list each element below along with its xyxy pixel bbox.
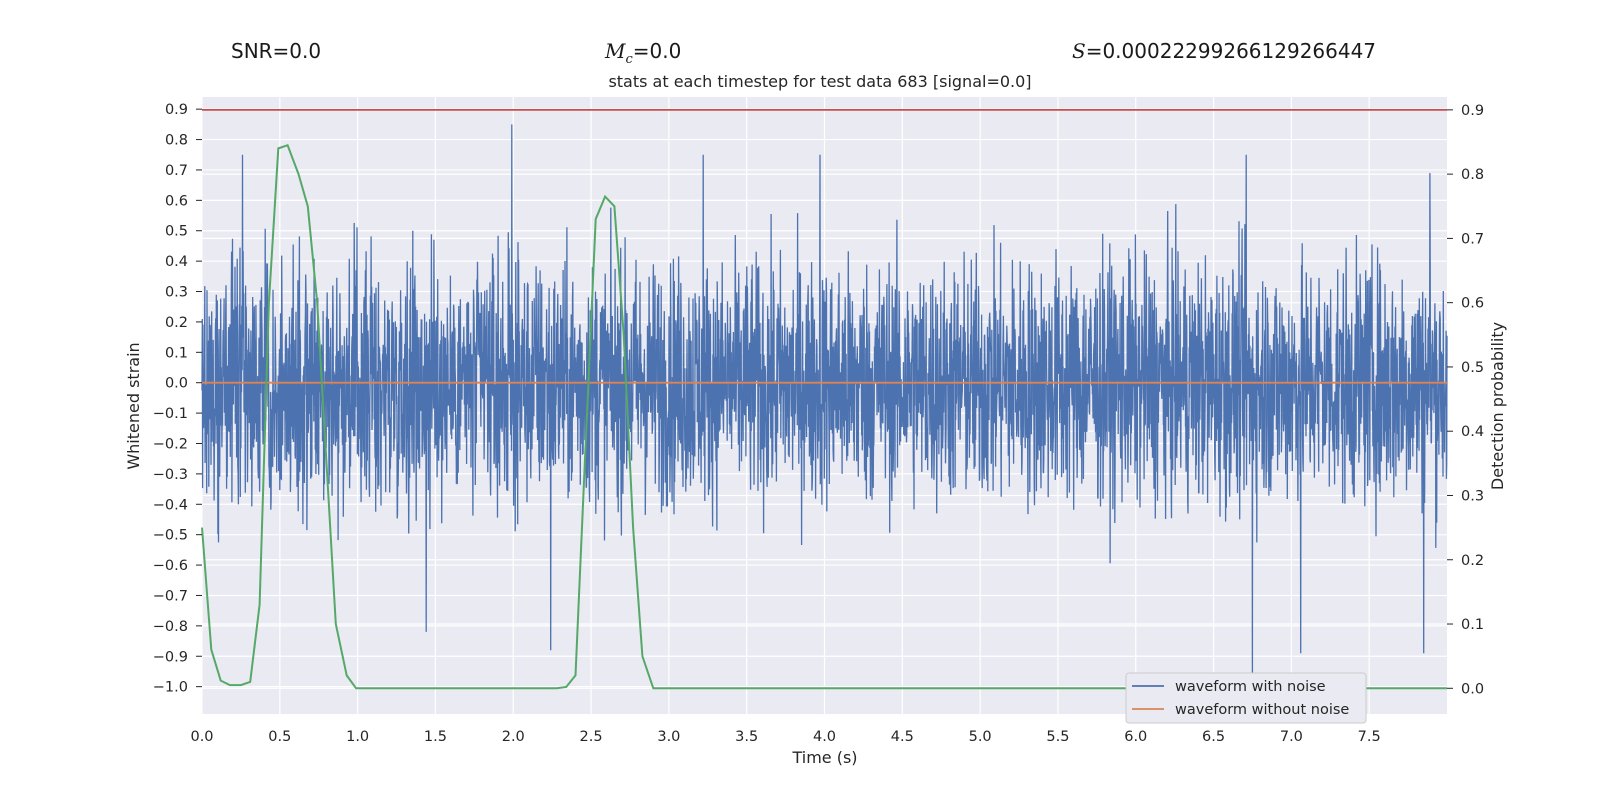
y2-tick-label: 0.4: [1461, 424, 1484, 440]
y2-tick-label: 0.5: [1461, 360, 1484, 376]
detection-probability-line: [201, 143, 1447, 690]
chart-title: stats at each timestep for test data 683…: [608, 72, 1032, 91]
legend-label-noise: waveform with noise: [1175, 679, 1326, 695]
chirp-mass-value: =0.0: [632, 39, 682, 63]
y-tick-label: −0.3: [153, 467, 188, 483]
waveform-with-noise-series: [201, 124, 1448, 681]
x-tick-label: 3.0: [657, 729, 680, 745]
x-tick-label: 7.0: [1280, 729, 1303, 745]
x-tick-label: 6.0: [1124, 729, 1147, 745]
y-tick-label: −0.7: [153, 588, 188, 604]
left-axis-ticks: 0.9 0.8 0.7 0.6 0.5 0.4 0.3 0.2 0.1 0.0 −0.1 −0.2 −0…: [153, 102, 202, 696]
legend-label-clean: waveform without noise: [1175, 702, 1349, 718]
y2-tick-label: 0.6: [1461, 296, 1484, 312]
y-tick-label: 0.1: [165, 345, 188, 361]
y-tick-label: −1.0: [153, 680, 188, 696]
y-tick-label: 0.4: [165, 254, 188, 270]
y-tick-label: −0.4: [153, 497, 188, 513]
snr-label: SNR=0.0: [231, 39, 322, 63]
y-tick-label: −0.5: [153, 528, 188, 544]
y2-tick-label: 0.8: [1461, 167, 1484, 183]
chirp-mass-label: Mc=0.0: [605, 39, 681, 67]
y2-tick-label: 0.9: [1461, 103, 1484, 119]
x-tick-label: 5.5: [1046, 729, 1069, 745]
y-tick-label: −0.6: [153, 558, 188, 574]
y-tick-label: 0.8: [165, 133, 188, 149]
chirp-mass-symbol: M: [605, 39, 626, 63]
y2-axis-label: Detection probability: [1488, 322, 1507, 490]
y-tick-label: −0.1: [153, 406, 188, 422]
x-tick-label: 4.0: [813, 729, 836, 745]
y-tick-label: 0.2: [165, 315, 188, 331]
y-tick-label: 0.6: [165, 193, 188, 209]
x-tick-label: 3.5: [735, 729, 758, 745]
x-tick-label: 4.5: [891, 729, 914, 745]
x-axis-label: Time (s): [791, 748, 857, 767]
legend-box: [1125, 672, 1367, 724]
y-tick-label: 0.5: [165, 224, 188, 240]
waveform-with-noise-line: [201, 124, 1448, 681]
y2-tick-label: 0.7: [1461, 231, 1484, 247]
y2-tick-label: 0.0: [1461, 681, 1484, 697]
x-tick-label: 6.5: [1202, 729, 1225, 745]
x-tick-label: 2.0: [502, 729, 525, 745]
y2-tick-label: 0.2: [1461, 553, 1484, 569]
x-tick-label: 0.0: [190, 729, 213, 745]
y-axis-label: Whitened strain: [124, 342, 143, 469]
y-tick-label: −0.2: [153, 436, 188, 452]
detection-probability-series: [201, 143, 1447, 690]
x-tick-label: 1.0: [346, 729, 369, 745]
x-axis-ticks: 0.0 0.5 1.0 1.5 2.0 2.5 3.0 3.5 4.0 4.5 5.0 5.5 6.0 6…: [190, 729, 1380, 745]
x-tick-label: 2.5: [580, 729, 603, 745]
y-tick-label: −0.8: [153, 619, 188, 635]
x-tick-label: 0.5: [268, 729, 291, 745]
x-tick-label: 1.5: [424, 729, 447, 745]
y2-tick-label: 0.1: [1461, 617, 1484, 633]
chirp-mass-subscript: c: [625, 52, 633, 67]
y2-tick-label: 0.3: [1461, 488, 1484, 504]
statistic-label: S=0.00022299266129266447: [1072, 39, 1376, 63]
x-tick-label: 7.5: [1358, 729, 1381, 745]
y-tick-label: 0.3: [165, 285, 188, 301]
y-tick-label: 0.9: [165, 102, 188, 118]
statistic-value: =0.00022299266129266447: [1085, 39, 1377, 63]
legend: waveform with noise waveform without noi…: [1125, 672, 1367, 724]
y-tick-label: 0.7: [165, 163, 188, 179]
y-tick-label: 0.0: [165, 376, 188, 392]
right-axis-ticks: 0.9 0.8 0.7 0.6 0.5 0.4 0.3 0.2 0.1 0.0: [1447, 103, 1484, 697]
x-tick-label: 5.0: [969, 729, 992, 745]
statistic-symbol: S: [1072, 39, 1086, 63]
y-tick-label: −0.9: [153, 649, 188, 665]
